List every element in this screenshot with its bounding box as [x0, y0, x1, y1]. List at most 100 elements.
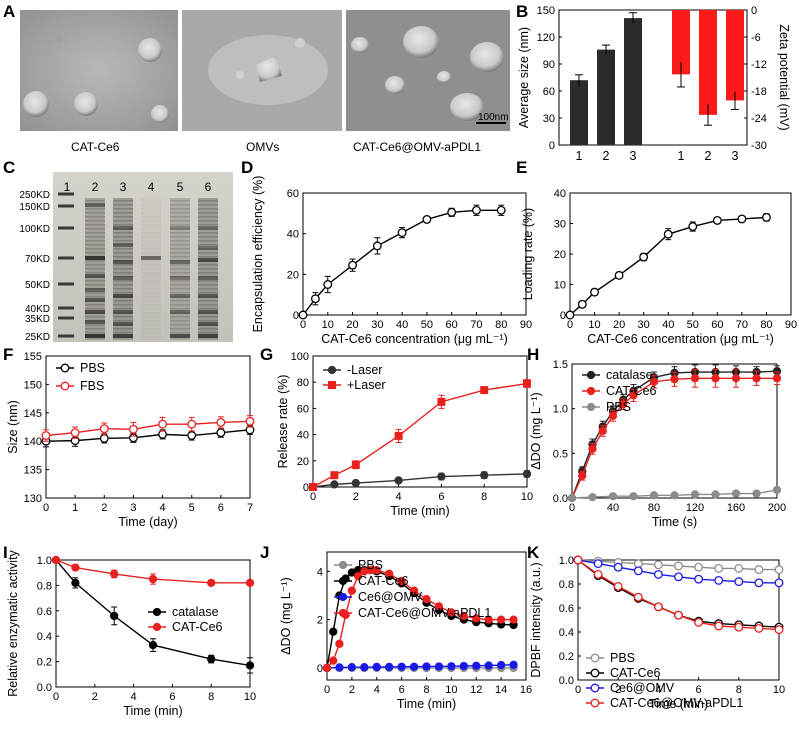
- data-point: [754, 623, 764, 633]
- panel-label-e: E: [516, 158, 527, 177]
- x-axis-label: CAT-Ce6 concentration (μg mL⁻¹): [587, 332, 774, 346]
- gel-faint-band: [170, 220, 190, 222]
- gel-faint-band: [141, 224, 161, 226]
- gel-faint-band: [170, 288, 190, 290]
- gel-faint-band: [85, 268, 105, 270]
- legend: PBS CAT-Ce6 Ce6@OMV CAT-Ce6@OMV-aPDL1: [334, 558, 491, 620]
- gel-faint-band: [141, 248, 161, 250]
- data-point: [649, 377, 659, 387]
- series-line: [326, 664, 514, 669]
- data-point: [613, 562, 623, 572]
- gel-faint-band: [170, 248, 190, 250]
- y-tick-label: 0.8: [37, 580, 52, 592]
- y-tick-label-right: -30: [751, 140, 767, 152]
- gel-faint-band: [170, 216, 190, 218]
- gel-lane-smear: [198, 198, 218, 340]
- gel-faint-band: [141, 320, 161, 322]
- data-point: [158, 419, 168, 429]
- data-point: [586, 370, 596, 380]
- x-tick-label: 2: [101, 502, 107, 514]
- y-axis-label: DPBF intensity (a.u.): [529, 562, 543, 677]
- gel-faint-band: [170, 332, 190, 334]
- x-tick-label: 10: [445, 684, 457, 696]
- gel-faint-band: [198, 236, 218, 238]
- y-tick-label: 1.0: [37, 555, 52, 567]
- data-point: [593, 559, 603, 569]
- bar-category-label: 2: [603, 149, 610, 163]
- zeta-bar: [726, 10, 744, 101]
- gel-faint-band: [113, 208, 133, 210]
- gel-faint-band: [141, 268, 161, 270]
- data-point: [480, 386, 489, 395]
- gel-marker-band: [58, 192, 74, 196]
- data-point: [338, 560, 348, 570]
- gel-lane-smear: [85, 198, 105, 340]
- gel-faint-band: [85, 296, 105, 298]
- gel-marker-band: [58, 334, 74, 338]
- gel-lane-label: 5: [177, 180, 184, 194]
- series-line: [312, 382, 528, 488]
- size-bar: [624, 18, 642, 146]
- gel-faint-band: [198, 240, 218, 242]
- gel-band: [85, 203, 105, 207]
- gel-faint-band: [113, 268, 133, 270]
- x-tick-label: 2: [615, 684, 621, 696]
- data-point: [608, 492, 618, 501]
- data-point: [613, 581, 623, 591]
- gel-faint-band: [113, 232, 133, 234]
- x-tick-label: 0: [310, 491, 316, 503]
- y-axis-label: Encapsulation efficiency (%): [251, 176, 265, 333]
- gel-faint-band: [141, 272, 161, 274]
- gel-band: [113, 294, 133, 298]
- gel-faint-band: [85, 260, 105, 262]
- bar-category-label: 3: [630, 149, 637, 163]
- y-tick-label: 30: [543, 113, 555, 125]
- gel-faint-band: [170, 200, 190, 202]
- series-line: [45, 429, 251, 442]
- gel-faint-band: [141, 204, 161, 206]
- gel-faint-band: [113, 200, 133, 202]
- series-cat-ce6: [51, 555, 255, 588]
- x-tick-label: 6: [399, 684, 405, 696]
- legend-label: PBS: [606, 400, 631, 414]
- gel-faint-band: [85, 236, 105, 238]
- plot-frame: [577, 559, 780, 681]
- size-bar: [570, 80, 588, 145]
- gel-band: [198, 246, 218, 250]
- gel-band: [198, 226, 218, 230]
- data-point: [590, 287, 600, 297]
- x-tick-label: 70: [470, 319, 482, 331]
- data-point: [629, 391, 638, 400]
- series-cat-ce6-omv-apdl1: [573, 555, 784, 635]
- y-tick-label: 0.5: [553, 448, 568, 460]
- gel-faint-band: [170, 280, 190, 282]
- gel-band: [85, 298, 105, 302]
- zeta-bar: [699, 10, 717, 115]
- legend-label: Ce6@OMV: [610, 681, 675, 695]
- series-cat-ce6-omv-apdl1: [322, 565, 518, 673]
- data-point: [588, 492, 597, 502]
- data-point: [152, 622, 162, 632]
- gel-faint-band: [85, 216, 105, 218]
- data-point: [245, 578, 255, 588]
- gel-faint-band: [141, 276, 161, 278]
- gel-faint-band: [141, 228, 161, 230]
- gel-faint-band: [85, 332, 105, 334]
- legend-label: PBS: [610, 651, 635, 665]
- gel-faint-band: [141, 308, 161, 310]
- series-line: [569, 216, 767, 316]
- gel-faint-band: [170, 324, 190, 326]
- data-point: [207, 654, 216, 664]
- size-bar: [597, 49, 615, 145]
- y-axis-label: Loading rate (%): [521, 208, 535, 300]
- gel-faint-band: [198, 284, 218, 286]
- gel-faint-band: [141, 324, 161, 326]
- data-point: [761, 212, 771, 222]
- data-point: [484, 661, 493, 670]
- data-point: [567, 493, 577, 503]
- y-tick-label: 80: [297, 377, 309, 389]
- gel-marker-band: [58, 226, 74, 230]
- y-tick-label: 0.0: [553, 493, 568, 505]
- legend-label: -Laser: [347, 363, 382, 377]
